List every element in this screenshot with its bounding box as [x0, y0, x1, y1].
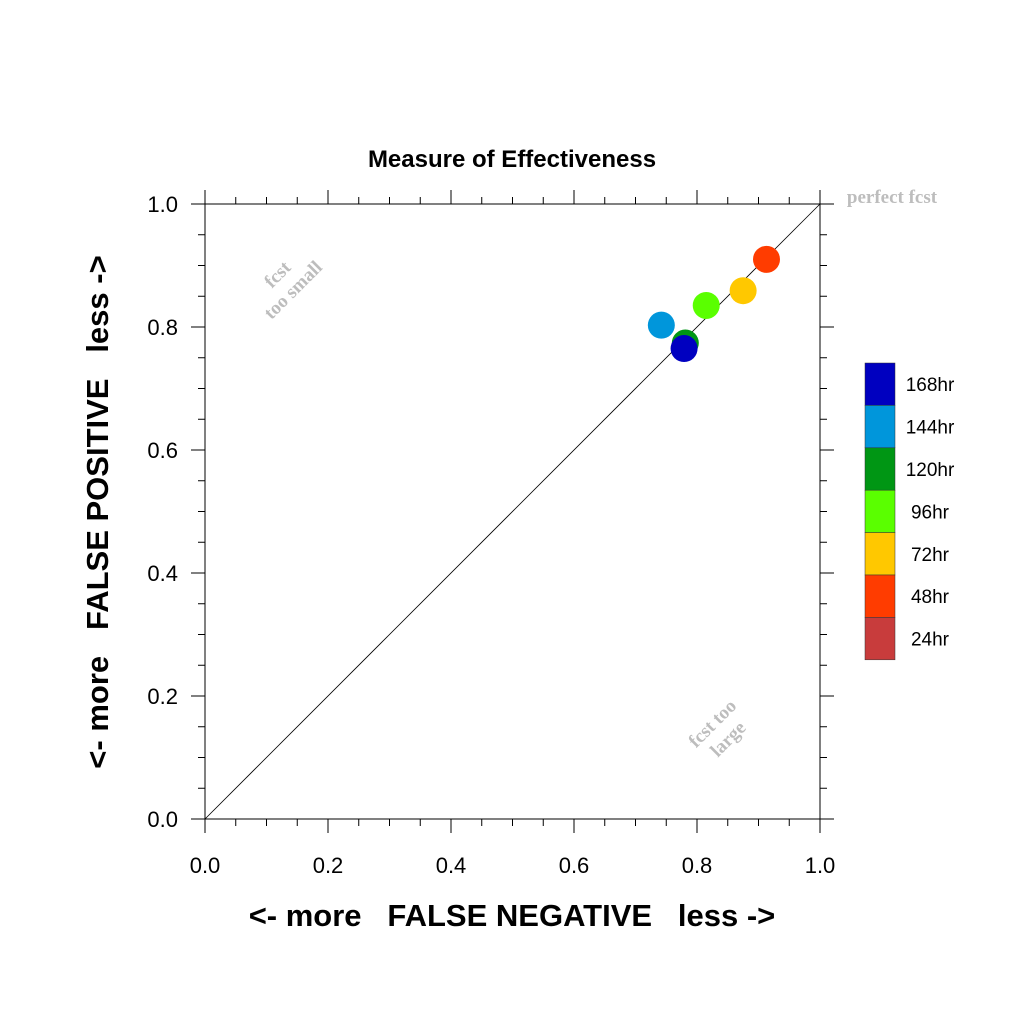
point-168hr: [670, 335, 698, 363]
y-tick-label: 0.4: [147, 561, 178, 586]
y-tick-label: 0.6: [147, 438, 178, 463]
legend-label-120hr: 120hr: [906, 460, 955, 481]
legend-swatch-24hr: [864, 617, 896, 661]
x-tick-label: 0.4: [436, 853, 467, 878]
data-points: [647, 245, 780, 363]
point-48hr: [752, 245, 780, 273]
axis-tick-labels: 0.0 0.2 0.4 0.6 0.8 1.0 0.0 0.2 0.4 0.6 0.8 1.0: [147, 192, 835, 878]
perfect-forecast-annotation: perfect fcst: [847, 187, 938, 208]
legend-swatch-48hr: [864, 574, 896, 618]
legend-label-96hr: 96hr: [911, 502, 950, 523]
legend-label-168hr: 168hr: [906, 375, 955, 396]
too-small-annotation: fcst too small: [260, 257, 327, 324]
too-large-annotation: fcst too large: [685, 696, 751, 762]
y-tick-label: 0.8: [147, 315, 178, 340]
x-tick-label: 0.8: [682, 853, 713, 878]
legend: 168hr 144hr 120hr 96hr 72hr 48hr 24hr: [864, 362, 955, 661]
chart-title: Measure of Effectiveness: [368, 146, 656, 173]
legend-swatch-72hr: [864, 532, 896, 576]
x-tick-label: 0.2: [313, 853, 344, 878]
x-tick-label: 0.6: [559, 853, 590, 878]
axis-ticks: [191, 190, 834, 833]
point-72hr: [729, 277, 757, 305]
legend-label-24hr: 24hr: [911, 630, 950, 651]
legend-swatch-168hr: [864, 362, 896, 406]
x-axis-label: <- more FALSE NEGATIVE less ->: [249, 898, 776, 933]
legend-swatch-144hr: [864, 405, 896, 449]
x-tick-label: 1.0: [805, 853, 836, 878]
x-tick-label: 0.0: [190, 853, 221, 878]
y-tick-label: 0.0: [147, 807, 178, 832]
point-96hr: [692, 291, 720, 319]
legend-swatch-120hr: [864, 447, 896, 491]
legend-swatch-96hr: [864, 489, 896, 533]
legend-label-72hr: 72hr: [911, 545, 950, 566]
y-tick-label: 0.2: [147, 684, 178, 709]
legend-label-144hr: 144hr: [906, 418, 955, 439]
point-144hr: [647, 311, 675, 339]
legend-label-48hr: 48hr: [911, 587, 950, 608]
y-axis-label: <- more FALSE POSITIVE less ->: [80, 255, 115, 768]
y-tick-label: 1.0: [147, 192, 178, 217]
